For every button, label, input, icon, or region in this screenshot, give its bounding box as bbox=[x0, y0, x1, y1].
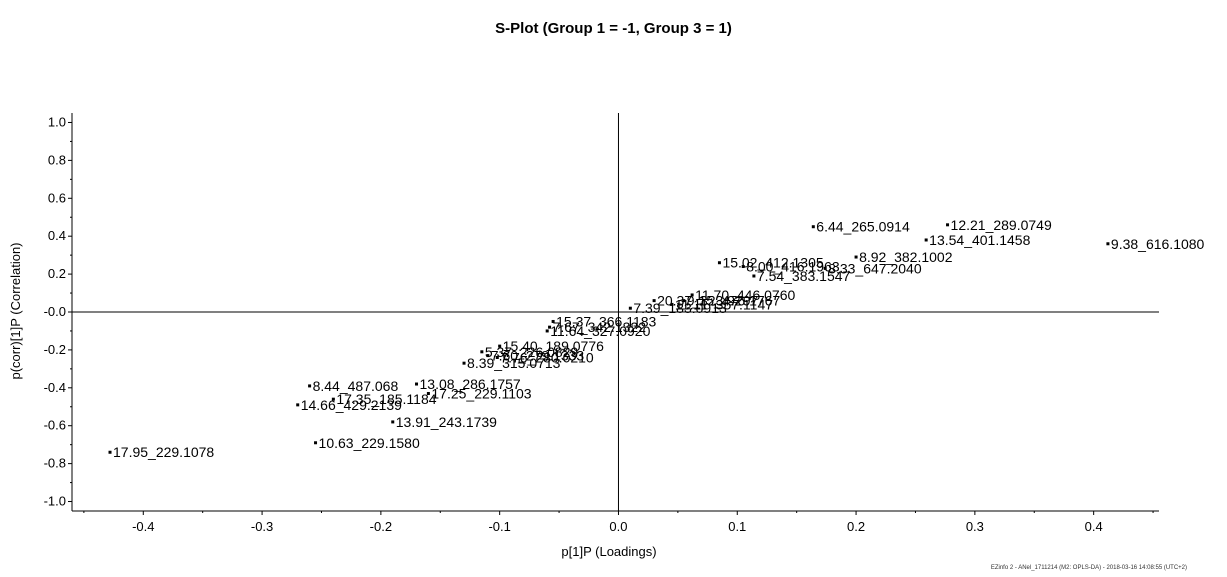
data-point bbox=[1106, 242, 1110, 246]
x-tick-label: 0.4 bbox=[1085, 519, 1103, 534]
y-tick-label: -0.8 bbox=[44, 456, 66, 471]
data-point bbox=[652, 299, 656, 303]
x-tick-label: 0.3 bbox=[966, 519, 984, 534]
data-point bbox=[545, 329, 549, 333]
point-label: 13.54_401.1458 bbox=[929, 232, 1030, 248]
y-tick-label: -0.2 bbox=[44, 342, 66, 357]
data-point bbox=[823, 266, 827, 270]
data-point bbox=[314, 441, 318, 445]
x-tick-label: -0.2 bbox=[370, 519, 392, 534]
data-point bbox=[752, 274, 756, 278]
data-point bbox=[391, 420, 395, 424]
y-tick-label: 0.2 bbox=[48, 266, 66, 281]
data-point bbox=[480, 350, 484, 354]
footer-note: EZinfo 2 - ANel_1711214 (M2: OPLS-DA) - … bbox=[990, 565, 1187, 571]
point-label: 11.64_327.0920 bbox=[550, 323, 650, 339]
point-label: 5.37_226.0829 bbox=[485, 344, 579, 360]
point-label: 14.66_429.2139 bbox=[301, 397, 402, 413]
points-layer: 9.38_616.1080 12.21_289.0749 6.44_265.0914… bbox=[108, 217, 1205, 460]
data-point bbox=[717, 261, 721, 265]
point-label: 9.38_616.1080 bbox=[1111, 236, 1205, 252]
data-point bbox=[946, 223, 950, 227]
point-label: 7.76_280.0210 bbox=[500, 349, 594, 365]
data-point bbox=[486, 354, 490, 358]
point-label: 17.25_229.1103 bbox=[431, 385, 531, 401]
data-point bbox=[308, 384, 312, 388]
point-label: 8.00_416.1963 bbox=[746, 259, 840, 275]
point-label: 8.33_647.2040 bbox=[828, 260, 922, 276]
data-point bbox=[426, 391, 430, 395]
x-tick-label: 0.2 bbox=[847, 519, 865, 534]
y-tick-label: 0.6 bbox=[48, 190, 66, 205]
data-point bbox=[495, 355, 499, 359]
axes-layer bbox=[71, 113, 1159, 512]
chart-title: S-Plot (Group 1 = -1, Group 3 = 1) bbox=[495, 20, 732, 37]
data-point bbox=[670, 302, 674, 306]
data-point bbox=[498, 344, 502, 348]
point-label: 15.37_366.1183 bbox=[556, 313, 656, 329]
y-tick-label: -1.0 bbox=[44, 494, 66, 509]
data-point bbox=[690, 293, 694, 297]
point-label: 7.67_342.1322 bbox=[553, 319, 647, 335]
point-label: 8.39_315.0713 bbox=[467, 355, 561, 371]
data-point bbox=[628, 306, 632, 310]
data-point bbox=[924, 238, 928, 242]
point-label: 9.15_476.1767 bbox=[687, 293, 781, 309]
data-point bbox=[741, 265, 745, 269]
point-label: 11.70_446.0760 bbox=[695, 287, 795, 303]
point-label: 15.02_412.1305 bbox=[722, 255, 823, 271]
data-point bbox=[548, 325, 552, 329]
x-tick-label: -0.1 bbox=[488, 519, 510, 534]
point-label: 6.44_265.0914 bbox=[816, 219, 910, 235]
y-tick-label: 1.0 bbox=[48, 114, 66, 129]
point-label: 10.63_229.1580 bbox=[319, 435, 420, 451]
point-label: 7.60_279.1333 bbox=[491, 348, 585, 364]
point-label: 13.91_243.1739 bbox=[396, 414, 497, 430]
data-point bbox=[415, 382, 419, 386]
point-label: 8.44_487.068 bbox=[313, 378, 399, 394]
y-tick-label: 0.8 bbox=[48, 152, 66, 167]
y-tick-label: -0.6 bbox=[44, 418, 66, 433]
data-point bbox=[331, 397, 335, 401]
data-point bbox=[462, 361, 466, 365]
x-axis-label: p[1]P (Loadings) bbox=[561, 544, 656, 559]
point-label: 20.37_323.9297 bbox=[657, 293, 758, 309]
point-label: 12.21_289.0749 bbox=[951, 217, 1052, 233]
y-tick-label: -0.4 bbox=[44, 380, 66, 395]
point-label: 13.08_286.1757 bbox=[420, 376, 521, 392]
x-tick-label: -0.4 bbox=[132, 519, 154, 534]
y-axis-label: p(corr)[1]P (Correlation) bbox=[8, 242, 23, 379]
y-tick-label: 0.4 bbox=[48, 228, 66, 243]
x-tick-label: 0.1 bbox=[728, 519, 746, 534]
data-point bbox=[296, 403, 300, 407]
ticks-layer: 1.0 0.8 0.6 0.4 0.2 -0.0 -0.2 -0.4 -0.6 -0.8 -1.0 -… bbox=[44, 114, 1154, 534]
point-label: 7.54_383.1547 bbox=[757, 268, 851, 284]
point-label: 17.95_229.1078 bbox=[113, 444, 214, 460]
point-label: 15.40_189.0776 bbox=[503, 338, 604, 354]
x-tick-label: 0.0 bbox=[609, 519, 627, 534]
data-point bbox=[854, 255, 858, 259]
point-label: 17.35_185.1184 bbox=[336, 391, 436, 407]
x-tick-label: -0.3 bbox=[251, 519, 273, 534]
point-label: 11.11_357.1147 bbox=[675, 296, 773, 312]
data-point bbox=[682, 299, 686, 303]
point-label: 7.39_183.0913 bbox=[633, 300, 727, 316]
data-point bbox=[811, 225, 815, 229]
y-tick-label: -0.0 bbox=[44, 304, 66, 319]
data-point bbox=[108, 450, 112, 454]
data-point bbox=[551, 319, 555, 323]
point-label: 8.92_382.1002 bbox=[859, 249, 953, 265]
